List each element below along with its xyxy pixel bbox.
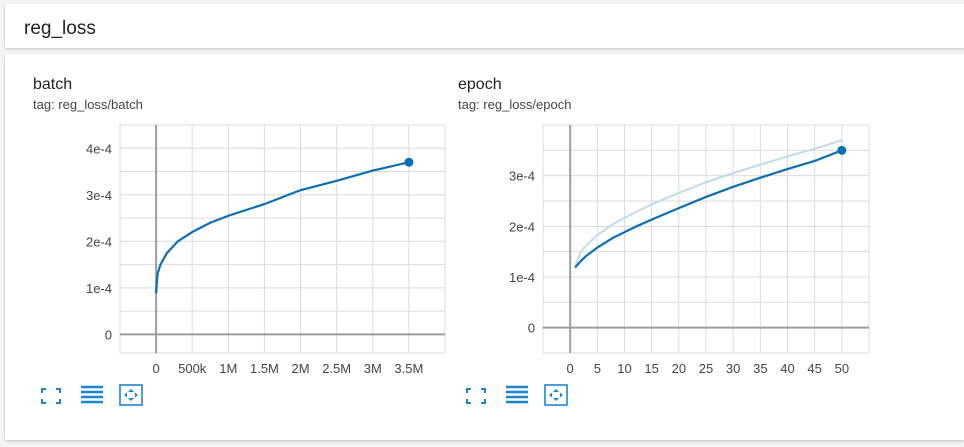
x-tick-label: 500k — [178, 361, 207, 376]
fullscreen-button[interactable] — [463, 385, 489, 407]
log-scale-button[interactable] — [504, 384, 530, 406]
y-tick-label: 3e-4 — [509, 169, 535, 184]
fit-domain-button[interactable] — [118, 384, 144, 406]
charts-card — [5, 54, 964, 440]
y-tick-label: 3e-4 — [86, 188, 112, 203]
x-tick-label: 0 — [152, 361, 159, 376]
chart-title-batch: batch — [33, 76, 73, 93]
x-tick-label: 0 — [567, 361, 574, 376]
fullscreen-button[interactable] — [38, 385, 64, 407]
x-tick-label: 35 — [753, 361, 767, 376]
x-tick-label: 3.5M — [394, 361, 423, 376]
section-title: reg_loss — [24, 18, 96, 39]
y-tick-label: 0 — [528, 321, 535, 336]
y-tick-label: 2e-4 — [86, 234, 112, 249]
fit-domain-button[interactable] — [543, 384, 569, 406]
fit-domain-icon — [544, 384, 568, 406]
y-tick-label: 0 — [105, 327, 112, 342]
last-point-marker — [837, 145, 847, 155]
x-tick-label: 1M — [219, 361, 237, 376]
batch-chart-labels — [0, 0, 1, 1]
x-tick-label: 50 — [835, 361, 849, 376]
batch-chart[interactable]: 0 500k 1M 1.5M 2M 2.5M 3M 3.5M 0 1e-4 2e-4 3e-4 4e-4 — [86, 124, 446, 376]
section-header[interactable]: reg_loss — [5, 4, 964, 48]
y-tick-label: 1e-4 — [509, 270, 535, 285]
x-tick-label: 25 — [699, 361, 713, 376]
x-tick-label: 5 — [594, 361, 601, 376]
y-tick-label: 2e-4 — [509, 219, 535, 234]
x-tick-label: 20 — [672, 361, 686, 376]
x-tick-label: 1.5M — [250, 361, 279, 376]
lines-icon — [506, 385, 528, 404]
x-tick-label: 3M — [364, 361, 382, 376]
chart-tag-batch: tag: reg_loss/batch — [33, 97, 143, 112]
x-tick-label: 45 — [807, 361, 821, 376]
expand-icon — [466, 388, 486, 404]
y-tick-label: 1e-4 — [86, 281, 112, 296]
series-line — [574, 149, 843, 268]
x-tick-label: 40 — [780, 361, 794, 376]
series-line-raw — [574, 139, 843, 266]
expand-icon — [41, 388, 61, 404]
x-tick-label: 2M — [292, 361, 310, 376]
x-tick-label: 15 — [644, 361, 658, 376]
y-tick-label: 4e-4 — [86, 141, 112, 156]
x-tick-label: 10 — [617, 361, 631, 376]
log-scale-button[interactable] — [79, 384, 105, 406]
chart-tag-epoch: tag: reg_loss/epoch — [458, 97, 572, 112]
last-point-marker — [404, 157, 414, 167]
x-tick-label: 30 — [726, 361, 740, 376]
fit-domain-icon — [119, 384, 143, 406]
x-tick-label: 2.5M — [322, 361, 351, 376]
epoch-chart[interactable]: 0 5 10 15 20 25 30 35 40 45 50 0 1e-4 2e-4 3e-4 — [509, 124, 870, 376]
lines-icon — [81, 385, 103, 404]
chart-title-epoch: epoch — [458, 76, 502, 93]
series-line — [155, 161, 410, 294]
